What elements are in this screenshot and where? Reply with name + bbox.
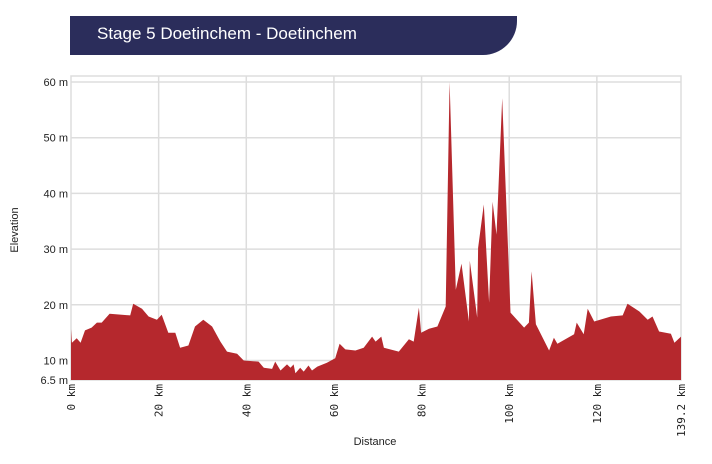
y-axis-label: Elevation bbox=[9, 207, 21, 252]
x-tick-label: 100 km bbox=[503, 384, 516, 424]
y-tick-label: 40 m bbox=[44, 188, 68, 200]
y-tick-label: 60 m bbox=[44, 77, 68, 89]
elevation-area bbox=[71, 82, 681, 380]
x-tick-label: 139.2 km bbox=[675, 384, 688, 437]
x-tick-label: 80 km bbox=[416, 384, 429, 417]
y-tick-label: 30 m bbox=[44, 244, 68, 256]
x-tick-label: 0 km bbox=[65, 384, 78, 411]
y-axis-ticks: 6.5 m 10 m 20 m 30 m 40 m 50 m 60 m bbox=[40, 77, 68, 387]
y-tick-label: 50 m bbox=[44, 133, 68, 145]
stage-title-banner: Stage 5 Doetinchem - Doetinchem bbox=[70, 16, 517, 55]
x-axis-label: Distance bbox=[354, 436, 397, 448]
y-tick-label: 10 m bbox=[44, 356, 68, 368]
y-tick-label: 20 m bbox=[44, 300, 68, 312]
stage-title: Stage 5 Doetinchem - Doetinchem bbox=[97, 24, 357, 43]
x-tick-label: 120 km bbox=[591, 384, 604, 424]
x-axis-ticks: 0 km 20 km 40 km 60 km 80 km 100 km 120 km 139.… bbox=[65, 384, 688, 437]
x-tick-label: 40 km bbox=[240, 384, 253, 417]
y-tick-label: 6.5 m bbox=[40, 375, 68, 387]
x-tick-label: 20 km bbox=[153, 384, 166, 417]
x-tick-label: 60 km bbox=[328, 384, 341, 417]
